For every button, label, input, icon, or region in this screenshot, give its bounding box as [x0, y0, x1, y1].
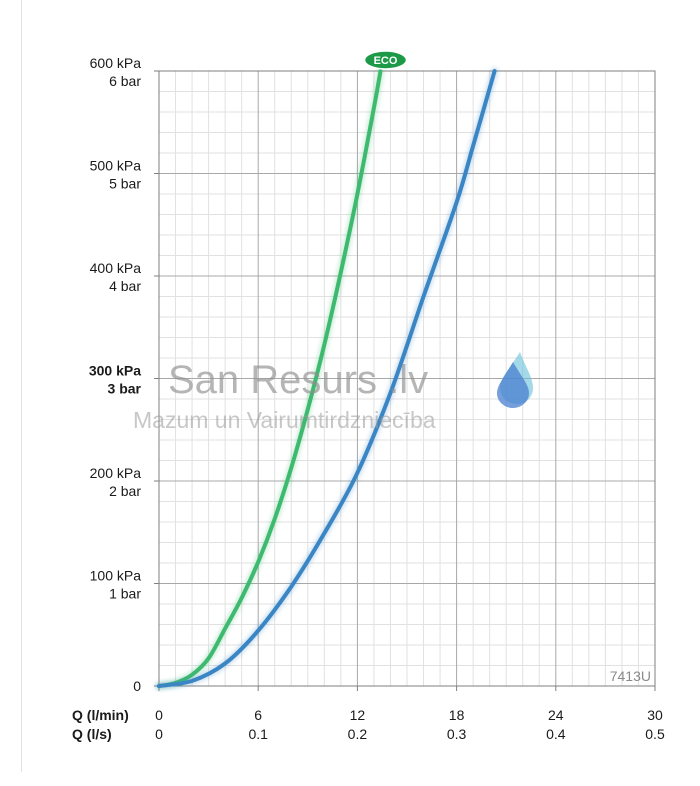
watermark-subtitle: Mazum un Vairumtirdzniecība	[133, 407, 436, 433]
x-tick-label-ls: 0.3	[447, 726, 467, 742]
series-group	[155, 67, 499, 690]
series-line-standard	[157, 69, 497, 688]
water-drop-icon	[497, 362, 529, 408]
x-tick-label-lmin: 12	[350, 707, 366, 723]
eco-badge: ECO	[363, 50, 408, 70]
y-tick-label-kpa: 100 kPa	[90, 568, 142, 584]
x-tick-label-ls: 0	[155, 726, 163, 742]
y-tick-label-bar: 4 bar	[109, 278, 141, 294]
x-tick-label-lmin: 18	[449, 707, 465, 723]
y-tick-label-kpa: 400 kPa	[90, 260, 142, 276]
y-tick-label-bar: 1 bar	[109, 586, 141, 602]
x-tick-label-ls: 0.1	[248, 726, 268, 742]
x-tick-label-lmin: 24	[548, 707, 564, 723]
x-tick-label-ls: 0.2	[348, 726, 368, 742]
y-tick-label-kpa: 0	[133, 678, 141, 694]
watermark-title: San Resurs .lv	[168, 358, 428, 402]
y-tick-label-bar: 3 bar	[108, 381, 142, 397]
x-tick-label-ls: 0.4	[546, 726, 566, 742]
y-tick-label-kpa: 300 kPa	[89, 363, 141, 379]
y-tick-label-bar: 6 bar	[109, 73, 141, 89]
x-tick-label-lmin: 0	[155, 707, 163, 723]
series-line-eco	[157, 69, 383, 688]
y-tick-label-kpa: 600 kPa	[90, 55, 142, 71]
y-tick-label-kpa: 500 kPa	[90, 158, 142, 174]
x-tick-label-ls: 0.5	[645, 726, 665, 742]
x-axis-label-lmin: Q (l/min)	[72, 707, 129, 723]
y-tick-label-kpa: 200 kPa	[90, 465, 142, 481]
eco-badge-label: ECO	[374, 55, 398, 67]
y-axis-ticks: 0 100 kPa 1 bar 200 kPa 2 bar 300 kPa 3 bar 400…	[89, 55, 159, 694]
eco-badge-shape	[363, 50, 408, 70]
left-divider-line	[21, 0, 22, 772]
model-number-label: 7413U	[610, 668, 651, 684]
x-tick-label-lmin: 30	[647, 707, 663, 723]
x-tick-label-lmin: 6	[254, 707, 262, 723]
x-axis-ticks: 0 0 6 0.1 12 0.2 18 0.3 24 0.4 30 0.5	[155, 686, 665, 742]
y-tick-label-bar: 2 bar	[109, 483, 141, 499]
x-axis-label-ls: Q (l/s)	[72, 726, 112, 742]
y-tick-label-bar: 5 bar	[109, 176, 141, 192]
watermark: San Resurs .lv Mazum un Vairumtirdzniecī…	[133, 352, 533, 433]
